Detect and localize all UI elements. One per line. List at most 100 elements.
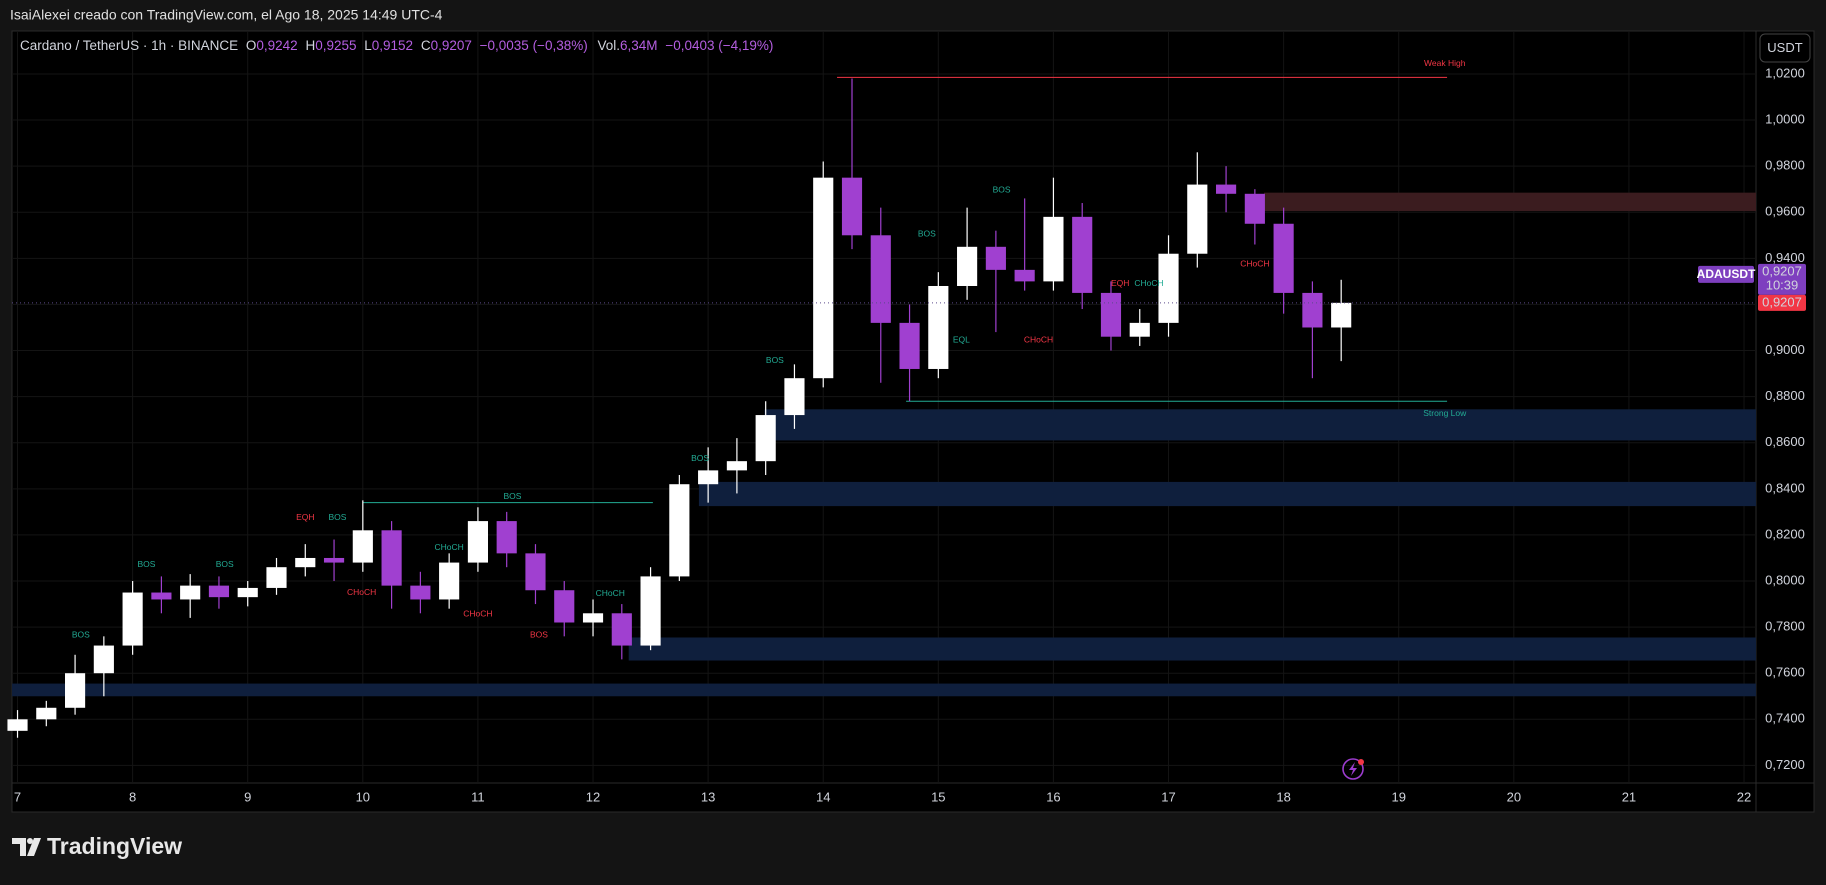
annotation: BOS (72, 629, 90, 639)
annotation: BOS (137, 559, 155, 569)
candle-body (36, 707, 57, 720)
candle-body (93, 645, 114, 674)
legend-symbol: Cardano / TetherUS · 1h · BINANCE (20, 38, 238, 53)
candle-body (1014, 269, 1035, 282)
x-tick-label: 22 (1737, 789, 1751, 804)
candle-body (410, 585, 431, 600)
annotation: CHoCH (463, 609, 492, 619)
x-tick-label: 18 (1276, 789, 1290, 804)
candle-body (957, 246, 978, 286)
candle-body (266, 567, 287, 588)
y-tick-label: 0,9800 (1765, 158, 1805, 173)
replay-icon[interactable] (1342, 758, 1364, 780)
y-tick-label: 0,9600 (1765, 204, 1805, 219)
legend-vol-label: Vol. (598, 38, 621, 53)
currency-button[interactable] (1759, 33, 1811, 63)
replay-bolt[interactable] (1349, 762, 1357, 776)
annotation: BOS (530, 629, 548, 639)
candle-body (899, 322, 920, 369)
x-tick-label: 8 (129, 789, 136, 804)
candle-body (180, 585, 201, 600)
replay-circle[interactable] (1342, 758, 1364, 780)
legend-vol-change: −0,0403 (−4,19%) (665, 38, 773, 53)
y-tick-label: 1,0200 (1765, 65, 1805, 80)
logo-slash[interactable] (27, 838, 41, 856)
footer-brand[interactable]: TradingView (47, 833, 182, 859)
price-tag-bg (1758, 263, 1806, 295)
annotation: CHoCH (1240, 258, 1269, 268)
legend-h-label: H (305, 38, 315, 53)
annotation: BOS (216, 559, 234, 569)
candle-body (525, 553, 546, 591)
candle-body (611, 613, 632, 646)
x-tick-label: 13 (701, 789, 715, 804)
candle-body (237, 587, 258, 598)
candle-body (1158, 253, 1179, 323)
legend-l: 0,9152 (372, 38, 413, 53)
legend-vol: 6,34M (620, 38, 658, 53)
close-tag: 0,9207 (1762, 294, 1802, 309)
candle-body (755, 415, 776, 462)
annotation: BOS (503, 491, 521, 501)
x-tick-label: 19 (1391, 789, 1405, 804)
annotation: EQH (296, 512, 314, 522)
candle-body (496, 521, 517, 554)
candle-body (7, 719, 28, 731)
x-tick-label: 20 (1507, 789, 1521, 804)
y-tick-label: 1,0000 (1765, 111, 1805, 126)
zone (764, 409, 1756, 441)
candles (7, 78, 1352, 738)
candle-body (1331, 302, 1352, 328)
x-tick-label: 7 (14, 789, 21, 804)
caption: IsaiAlexei creado con TradingView.com, e… (10, 7, 443, 23)
candle-body (698, 470, 719, 485)
legend-h: 0,9255 (315, 38, 356, 53)
candle-body (381, 530, 402, 586)
logo-t[interactable] (12, 838, 26, 856)
annotation: Weak High (1424, 58, 1466, 68)
candle-body (467, 521, 488, 563)
candle-body (928, 285, 949, 369)
grid (12, 32, 1756, 782)
candle-body (1129, 322, 1150, 337)
footer-logo[interactable]: TradingView (12, 833, 182, 859)
legend-o: 0,9242 (256, 38, 297, 53)
x-tick-label: 9 (244, 789, 251, 804)
y-tick-label: 0,8600 (1765, 434, 1805, 449)
legend-change: −0,0035 (−0,38%) (480, 38, 588, 53)
annotation: CHoCH (1024, 334, 1053, 344)
x-tick-label: 16 (1046, 789, 1060, 804)
y-tick-label: 0,7800 (1765, 619, 1805, 634)
x-tick-label: 15 (931, 789, 945, 804)
candle-body (841, 177, 863, 236)
candle-body (208, 585, 230, 598)
candle-body (985, 246, 1006, 270)
x-tick-label: 12 (586, 789, 600, 804)
x-tick-label: 14 (816, 789, 830, 804)
x-tick-label: 11 (471, 789, 485, 804)
zone (12, 683, 1756, 697)
axes: 7 8 9 10 11 12 13 14 15 16 17 18 19 20 21 22 0,7200 0,740… (12, 65, 1806, 804)
zones (12, 192, 1756, 697)
symbol-tag: ADAUSDT (1697, 267, 1756, 281)
annotations: BOS BOS BOS EQH BOS CHoCH BOS CHoCH CHoCH BOS CHoC… (72, 58, 1467, 640)
replay-dot[interactable] (1358, 759, 1364, 765)
annotation: BOS (993, 185, 1011, 195)
zone (698, 481, 1756, 507)
legend: Cardano / TetherUS · 1h · BINANCE O0,924… (20, 38, 773, 53)
annotation: BOS (329, 512, 347, 522)
y-tick-label: 0,8400 (1765, 480, 1805, 495)
annotation: CHoCH (596, 588, 625, 598)
annotation: CHoCH (1134, 278, 1163, 288)
y-tick-label: 0,7200 (1765, 757, 1805, 772)
legend-c-label: C (421, 38, 431, 53)
currency-label[interactable]: USDT (1767, 40, 1802, 55)
annotation: Strong Low (1423, 408, 1467, 418)
annotation: EQH (1111, 278, 1129, 288)
logo-dot[interactable] (27, 838, 33, 844)
levels (362, 76, 1448, 504)
y-tick-label: 0,9000 (1765, 342, 1805, 357)
candle-body (784, 378, 805, 416)
